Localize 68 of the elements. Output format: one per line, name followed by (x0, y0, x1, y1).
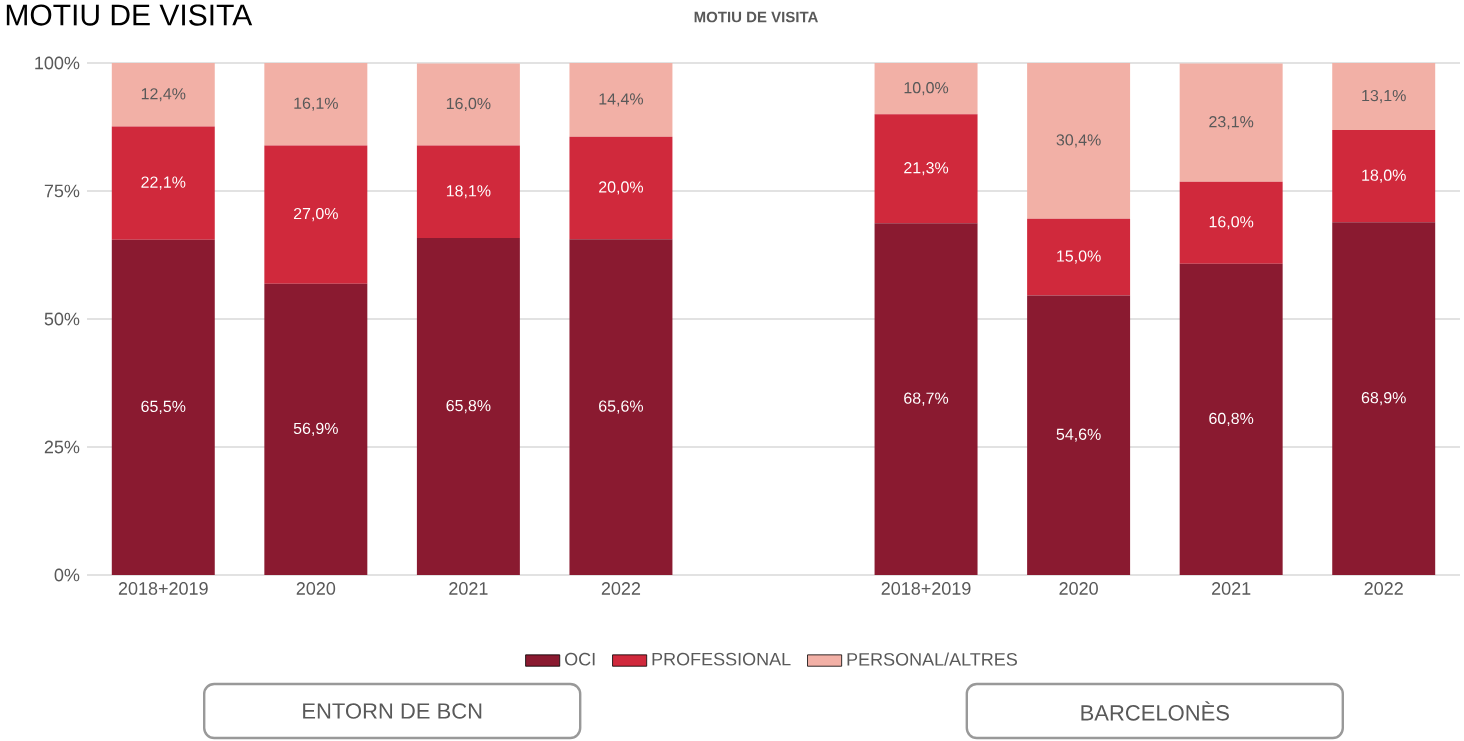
bar (1332, 63, 1436, 131)
text: MOTIU DE VISITA (6, 4, 253, 26)
legend-label: PERSONAL/ALTRES (847, 652, 1017, 666)
x-tick-label: 2020 (1059, 582, 1098, 595)
data-label: 22,1% (141, 176, 186, 190)
bar (264, 63, 368, 146)
bar (1332, 130, 1436, 223)
bar (264, 283, 368, 575)
data-label: 30,4% (1056, 134, 1101, 148)
data-label: 68,7% (904, 392, 949, 406)
bar (111, 239, 215, 575)
bar (874, 114, 978, 224)
x-tick-label: 2022 (601, 582, 641, 595)
data-label: 20,0% (599, 181, 644, 195)
data-label: 21,3% (904, 162, 949, 176)
bar (1179, 263, 1283, 575)
x-tick-label: 2022 (1364, 582, 1403, 595)
data-label: 23,1% (1209, 116, 1254, 130)
bar (1179, 63, 1283, 182)
bar (874, 223, 978, 575)
data-label: 65,5% (141, 400, 186, 414)
bar (416, 238, 520, 575)
bar (569, 239, 673, 575)
data-label: 18,0% (1362, 169, 1406, 183)
bar (111, 63, 215, 127)
bar (416, 145, 520, 239)
data-label: 27,0% (293, 207, 338, 222)
bar (111, 126, 215, 240)
text: BARCELONÈS (1081, 701, 1229, 721)
text: ENTORN DE BCN (303, 703, 482, 719)
bar (1027, 218, 1131, 296)
legend-label: PROFESSIONAL (652, 652, 791, 666)
y-tick-label: 50% (44, 312, 80, 326)
bar (416, 63, 520, 146)
bar (264, 145, 368, 284)
data-label: 18,1% (446, 185, 491, 199)
x-tick-label: 2020 (296, 582, 336, 595)
chart-title: MOTIU DE VISITA (694, 11, 818, 23)
data-label: 15,0% (1057, 250, 1101, 264)
y-tick-label: 0% (54, 568, 80, 582)
data-label: 65,6% (599, 400, 644, 414)
data-label: 60,8% (1209, 412, 1254, 426)
data-label: 13,1% (1362, 89, 1406, 104)
bar (1027, 295, 1131, 575)
data-label: 54,6% (1056, 428, 1101, 442)
y-tick-label: 25% (44, 440, 80, 454)
y-tick-label: 100% (35, 56, 80, 70)
x-tick-label: 2018+2019 (118, 582, 208, 595)
data-label: 16,0% (1209, 216, 1254, 230)
bar (1027, 63, 1131, 219)
data-label: 16,0% (446, 97, 491, 112)
data-label: 16,1% (294, 97, 338, 111)
data-label: 12,4% (141, 88, 186, 102)
x-tick-label: 2021 (449, 582, 488, 595)
data-label: 65,8% (446, 399, 491, 414)
x-tick-label: 2021 (1212, 582, 1251, 595)
legend-label: OCI (564, 652, 595, 666)
bar (874, 63, 978, 115)
data-label: 10,0% (904, 82, 949, 96)
bar (1179, 181, 1283, 264)
y-tick-label: 75% (44, 184, 80, 198)
data-label: 14,4% (599, 93, 644, 107)
bar (569, 136, 673, 240)
bar (569, 63, 673, 137)
x-tick-label: 2018+2019 (881, 582, 971, 595)
data-label: 56,9% (293, 422, 338, 436)
bar (1332, 222, 1436, 575)
data-label: 68,9% (1361, 392, 1406, 406)
